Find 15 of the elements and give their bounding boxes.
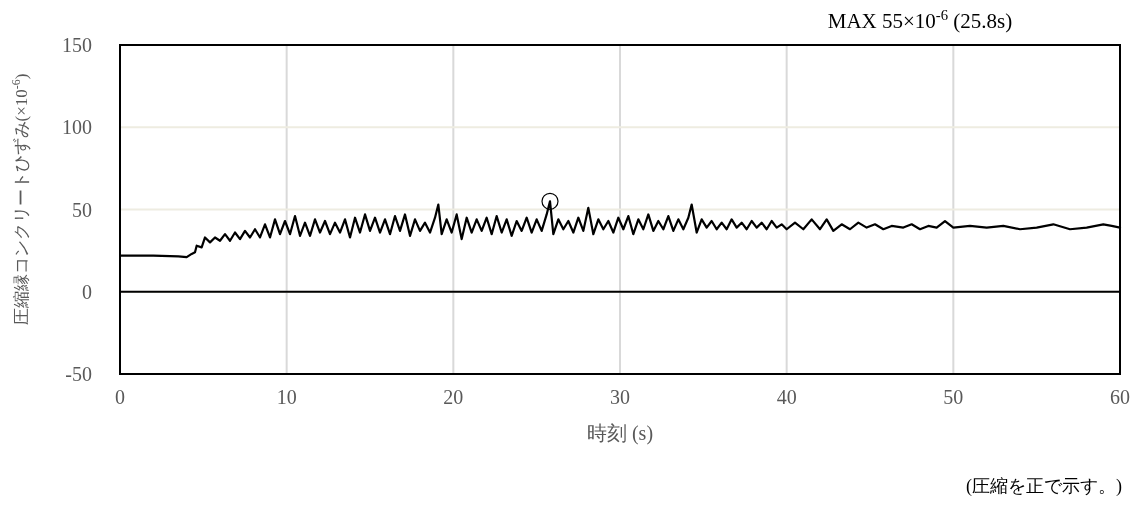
x-tick-label: 40 <box>776 386 797 408</box>
x-axis-title: 時刻 (s) <box>586 422 654 445</box>
x-tick-label: 30 <box>610 386 630 408</box>
text: (圧縮を正で示す。) <box>966 476 1122 497</box>
x-tick-label: 0 <box>115 386 125 408</box>
x-tick-label: 60 <box>1110 386 1130 408</box>
x-tick-label: 50 <box>943 386 964 408</box>
y-tick-label: 150 <box>62 34 92 56</box>
x-tick-label: 10 <box>276 386 297 408</box>
y-tick-label: -50 <box>65 363 92 385</box>
y-tick-label: 0 <box>82 280 92 303</box>
y-tick-label: 100 <box>62 116 92 139</box>
text: MAX 55×10$^{-6}$ (25.8s) <box>827 7 1013 33</box>
x-tick-label: 20 <box>443 386 464 408</box>
y-tick-label: 50 <box>72 198 92 221</box>
